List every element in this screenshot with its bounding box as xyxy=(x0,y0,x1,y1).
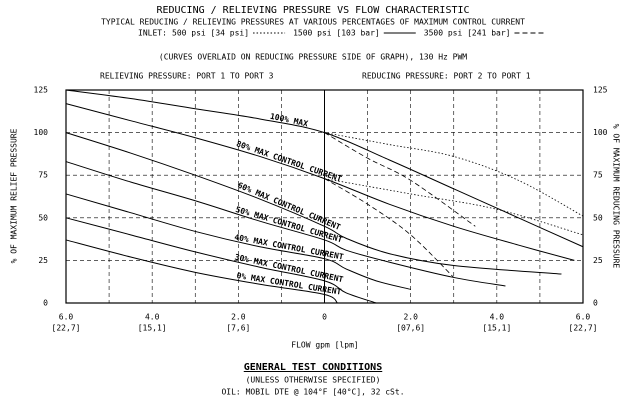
y-tick-label: 25 xyxy=(38,256,48,265)
x-tick-label: 4.0 xyxy=(145,313,160,322)
side-label: RELIEVING PRESSURE: PORT 1 TO PORT 3 xyxy=(100,72,274,81)
curve xyxy=(324,132,584,217)
legend-label: 1500 psi [103 bar] xyxy=(293,29,380,38)
y2-tick-label: 25 xyxy=(593,256,603,265)
x-axis-label: FLOW gpm [lpm] xyxy=(291,341,358,350)
curve xyxy=(65,217,377,304)
curve xyxy=(324,132,476,227)
curve-label: 100% MAX xyxy=(269,112,309,129)
chart-title: REDUCING / RELIEVING PRESSURE VS FLOW CH… xyxy=(156,5,469,16)
y-tick-label: 0 xyxy=(43,299,48,308)
curve xyxy=(65,161,506,287)
legend-title: INLET: xyxy=(138,29,167,38)
x-tick-label: 0 xyxy=(322,313,327,322)
x-tick-sublabel: [7,6] xyxy=(226,324,250,333)
footer-title: GENERAL TEST CONDITIONS xyxy=(244,362,382,373)
x-tick-label: 6.0 xyxy=(59,313,74,322)
x-tick-sublabel: [15,1] xyxy=(138,324,167,333)
chart-subtitle: TYPICAL REDUCING / RELIEVING PRESSURES A… xyxy=(101,18,525,27)
curve xyxy=(65,239,338,304)
x-tick-label: 4.0 xyxy=(490,313,505,322)
legend-label: 3500 psi [241 bar] xyxy=(424,29,511,38)
x-tick-label: 6.0 xyxy=(576,313,591,322)
curve xyxy=(65,193,411,290)
y2-tick-label: 100 xyxy=(593,128,608,137)
y2-tick-label: 125 xyxy=(593,86,608,95)
footer-line: OIL: MOBIL DTE @ 104°F [40°C], 32 cSt. xyxy=(221,388,404,397)
x-tick-sublabel: [07,6] xyxy=(396,324,425,333)
y-tick-label: 125 xyxy=(34,86,49,95)
x-tick-sublabel: [22,7] xyxy=(52,324,81,333)
y-tick-label: 100 xyxy=(34,128,49,137)
y-tick-label: 50 xyxy=(38,213,48,222)
curve xyxy=(65,132,562,275)
y2-tick-label: 50 xyxy=(593,213,603,222)
curve xyxy=(324,178,455,278)
curve xyxy=(324,178,584,236)
y2-tick-label: 75 xyxy=(593,171,603,180)
side-label: REDUCING PRESSURE: PORT 2 TO PORT 1 xyxy=(362,72,531,81)
x-tick-sublabel: [22,7] xyxy=(569,324,598,333)
y-axis-label: % OF MAXIMUM RELIEF PRESSURE xyxy=(10,128,19,263)
y-tick-label: 75 xyxy=(38,171,48,180)
plot-frame xyxy=(65,89,584,304)
y2-axis-label: % OF MAXIMUM REDUCING PRESSURE xyxy=(612,124,621,269)
legend-label: 500 psi [34 psi] xyxy=(172,29,249,38)
x-tick-label: 2.0 xyxy=(231,313,246,322)
x-tick-sublabel: [15,1] xyxy=(482,324,511,333)
y2-tick-label: 0 xyxy=(593,299,598,308)
footer-line: (UNLESS OTHERWISE SPECIFIED) xyxy=(246,376,381,385)
curve xyxy=(65,103,575,261)
curve-label: 80% MAX CONTROL CURRENT xyxy=(235,139,343,183)
x-tick-label: 2.0 xyxy=(403,313,418,322)
note: (CURVES OVERLAID ON REDUCING PRESSURE SI… xyxy=(159,53,467,62)
